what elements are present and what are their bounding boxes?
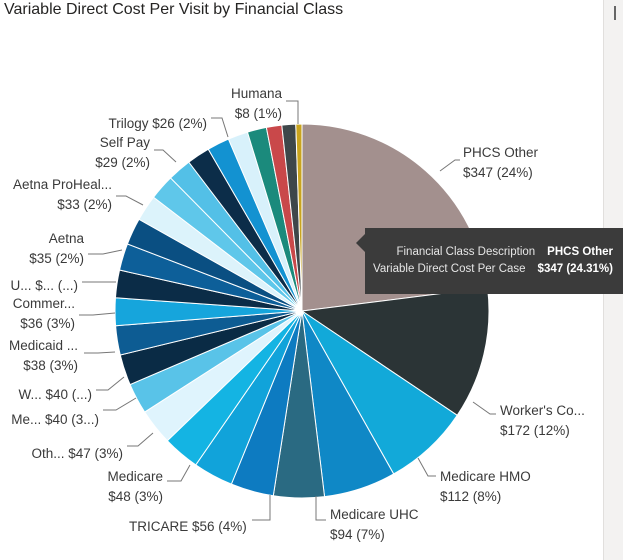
data-label: PHCS Other: [463, 145, 539, 160]
leader-line: [116, 195, 144, 206]
pie-slice[interactable]: [295, 123, 303, 312]
leader-line: [84, 351, 116, 354]
data-label: $8 (1%): [235, 106, 282, 121]
data-label: $35 (2%): [29, 251, 84, 266]
leader-line: [103, 397, 137, 411]
tooltip-value: $347 (24.31%): [537, 262, 613, 275]
leader-line: [88, 249, 123, 255]
tooltip-row: Financial Class Description PHCS Other: [373, 243, 613, 260]
pie-slice[interactable]: [300, 287, 490, 416]
data-label: $347 (24%): [463, 165, 533, 180]
data-label: TRICARE $56 (4%): [129, 519, 247, 534]
leader-line: [315, 496, 326, 521]
data-label: Medicare: [107, 469, 163, 484]
leader-line: [417, 457, 436, 477]
data-label: Medicare HMO: [440, 469, 531, 484]
data-label: Aetna ProHeal...: [13, 177, 112, 192]
data-label: $36 (3%): [20, 316, 75, 331]
tooltip-row: Variable Direct Cost Per Case $347 (24.3…: [373, 260, 613, 277]
data-label: W... $40 (...): [18, 387, 92, 402]
leader-line: [96, 376, 125, 391]
leader-line: [167, 464, 191, 482]
chart-title: Variable Direct Cost Per Visit by Financ…: [4, 1, 344, 18]
data-label: Self Pay: [100, 135, 151, 150]
pie-chart-svg: PHCS Other $347 (24%) Worker's Co... $172 (…: [9, 86, 585, 542]
data-label: Medicare UHC: [330, 507, 419, 522]
data-label: $48 (3%): [108, 489, 163, 504]
data-label: $172 (12%): [500, 423, 570, 438]
data-label: Me... $40 (3...): [11, 412, 99, 427]
tooltip: Financial Class Description PHCS Other V…: [356, 228, 623, 294]
pie-chart-visual: Variable Direct Cost Per Visit by Financ…: [4, 1, 585, 542]
data-label: Aetna: [49, 231, 85, 246]
data-label: $94 (7%): [330, 527, 385, 542]
data-label: $33 (2%): [57, 197, 112, 212]
panel-scroll-handle[interactable]: [614, 6, 616, 20]
leader-line: [439, 159, 460, 172]
leader-line: [154, 149, 177, 163]
data-label: Oth... $47 (3%): [31, 446, 123, 461]
leader-line: [472, 401, 496, 415]
data-label: Humana: [231, 86, 283, 101]
leader-line: [211, 117, 229, 138]
leader-line: [79, 312, 116, 316]
tooltip-value: PHCS Other: [547, 245, 613, 258]
leader-line: [127, 432, 154, 447]
leader-line: [252, 495, 271, 521]
data-label: Commer...: [13, 296, 75, 311]
data-label: Worker's Co...: [500, 403, 585, 418]
tooltip-key: Financial Class Description: [396, 245, 536, 258]
data-label: $112 (8%): [440, 489, 501, 504]
tooltip-key: Variable Direct Cost Per Case: [373, 262, 526, 275]
data-label: $29 (2%): [95, 155, 150, 170]
data-label: U... $... (...): [10, 278, 78, 293]
data-label: $38 (3%): [23, 358, 78, 373]
tooltip-arrow: [356, 234, 365, 252]
leader-line: [286, 100, 299, 124]
data-label: Trilogy $26 (2%): [108, 116, 207, 131]
data-label: Medicaid ...: [9, 338, 78, 353]
